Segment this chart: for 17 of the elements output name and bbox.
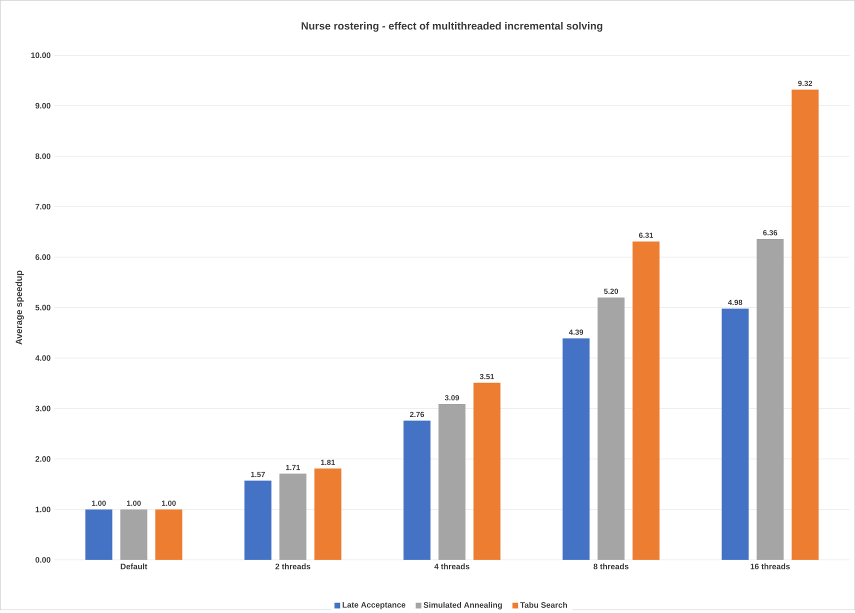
bar bbox=[756, 238, 784, 560]
bar bbox=[438, 404, 466, 560]
bar bbox=[404, 420, 431, 560]
bar bbox=[792, 89, 819, 560]
bar bbox=[155, 509, 182, 560]
bar bbox=[244, 480, 272, 560]
chart-title: Nurse rostering - effect of multithreaded incremental solving bbox=[302, 22, 602, 32]
bar bbox=[473, 382, 500, 560]
bar bbox=[279, 474, 306, 560]
y-axis-title: Average speedup bbox=[15, 270, 24, 345]
bar bbox=[632, 241, 660, 560]
bar bbox=[85, 509, 112, 560]
bar bbox=[120, 509, 148, 560]
bar bbox=[562, 338, 590, 560]
bar bbox=[314, 468, 342, 560]
bar bbox=[722, 308, 749, 560]
bar bbox=[598, 297, 625, 560]
